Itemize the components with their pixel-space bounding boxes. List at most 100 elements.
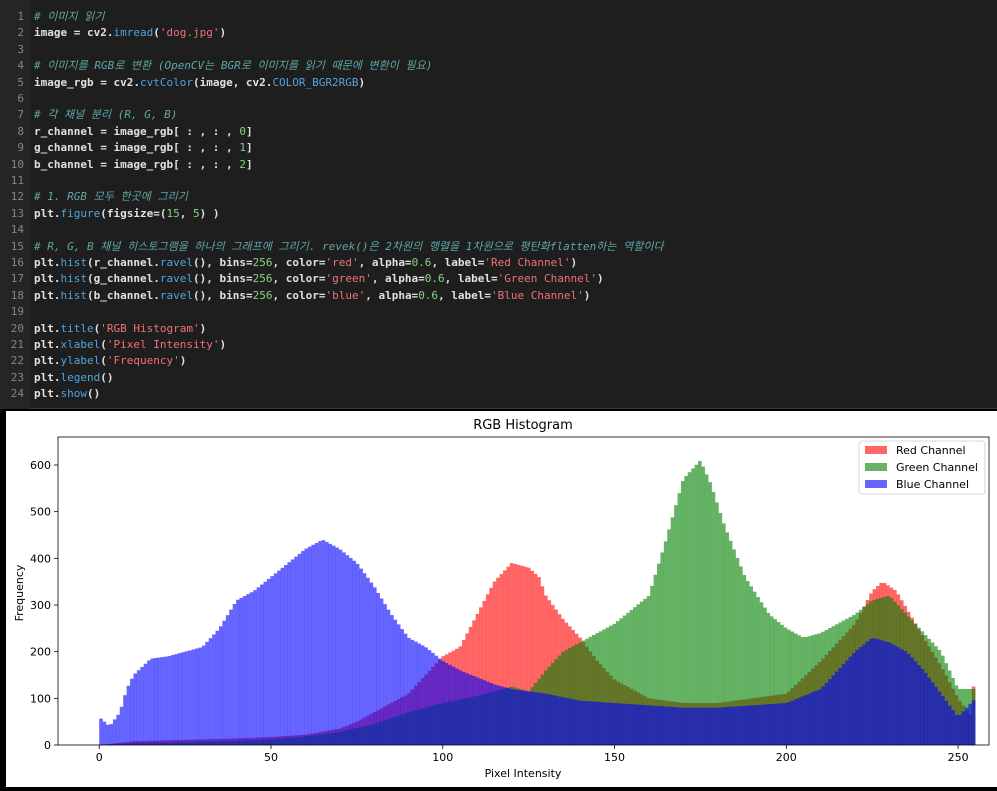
histogram-bar [650, 585, 654, 745]
line-number: 17 [10, 272, 24, 286]
histogram-bar [533, 573, 538, 745]
histogram-bar [930, 682, 935, 745]
line-number: 7 [17, 108, 24, 122]
histogram-bar [670, 517, 675, 745]
code-line: 21 plt.xlabel('Pixel Intensity') [0, 337, 997, 353]
histogram-bar [804, 695, 808, 745]
histogram-bar [479, 607, 483, 745]
histogram-bar [232, 604, 237, 745]
histogram-bar [574, 644, 579, 745]
histogram-bar [489, 683, 493, 745]
code-token: 15 [166, 206, 180, 220]
histogram-bar [687, 707, 692, 745]
histogram-bar [438, 658, 442, 745]
histogram-bar [804, 637, 808, 745]
code-token: xlabel [60, 338, 101, 351]
line-number: 13 [10, 206, 24, 220]
histogram-bar [109, 724, 114, 745]
histogram-bar [379, 598, 384, 745]
code-token: ) [583, 288, 591, 302]
histogram-bar [704, 474, 709, 745]
histogram-bar [294, 556, 298, 745]
code-token: imread [113, 26, 154, 40]
histogram-bar [482, 600, 487, 745]
chart-title: RGB Histogram [473, 418, 573, 433]
x-tick-label: 150 [604, 751, 625, 764]
histogram-bar [225, 615, 230, 745]
histogram-bar [622, 615, 627, 745]
histogram-bar [256, 587, 261, 745]
histogram-bar [684, 707, 688, 745]
histogram-bar [424, 647, 428, 745]
code-cell[interactable]: 1 # 이미지 읽기 2 image = cv2.imread('dog.jpg') 3… [0, 0, 997, 409]
code-token: plt. [34, 354, 61, 368]
histogram-bar [171, 655, 175, 745]
histogram-bar [797, 697, 801, 745]
histogram-bar [701, 466, 706, 745]
histogram-bar [944, 700, 949, 745]
histogram-bar [814, 690, 818, 745]
histogram-bar [646, 705, 651, 745]
histogram-bar [390, 615, 394, 745]
histogram-bar [451, 666, 456, 745]
code-token: 'RGB Histogram' [100, 321, 200, 335]
histogram-bar [526, 567, 531, 745]
histogram-bar [550, 695, 555, 745]
code-token: ) [219, 26, 227, 40]
histogram-bar [496, 685, 500, 745]
histogram-bar [797, 635, 801, 745]
histogram-bar [691, 468, 695, 745]
code-token: , label= [444, 272, 498, 286]
code-token: b_channel = image_rgb[ : , : , [34, 157, 240, 171]
histogram-bar [342, 552, 346, 745]
histogram-bar [242, 595, 247, 745]
code-token: # 각 채널 분리 (R, G, B) [34, 108, 178, 122]
histogram-bar [181, 652, 185, 745]
histogram-bar [461, 671, 466, 745]
histogram-bar [732, 549, 736, 745]
histogram-bar [821, 686, 825, 745]
histogram-bar [581, 640, 586, 745]
y-tick-label: 100 [30, 692, 51, 705]
histogram-bar [499, 686, 504, 745]
histogram-bar [728, 706, 733, 745]
line-number: 5 [17, 75, 24, 89]
histogram-bar [745, 581, 750, 745]
line-number: 19 [10, 305, 24, 319]
histogram-bar [383, 604, 387, 745]
histogram-bar [177, 653, 182, 745]
histogram-bar [270, 576, 274, 745]
histogram-bar [800, 696, 805, 745]
histogram-bar [845, 660, 849, 745]
histogram-bar [396, 624, 401, 745]
histogram-bar [513, 563, 517, 745]
histogram-bar [465, 673, 469, 745]
histogram-bar [698, 707, 702, 745]
histogram-bar [102, 721, 107, 745]
code-line: 20 plt.title('RGB Histogram') [0, 321, 997, 337]
histogram-bar [834, 671, 839, 745]
histogram-bar [106, 724, 110, 745]
y-tick-label: 600 [30, 459, 51, 472]
histogram-bar [735, 706, 740, 745]
histogram-bar [499, 574, 504, 745]
histogram-bar [564, 649, 569, 745]
line-number: 23 [10, 370, 24, 384]
code-line: 15 # R, G, B 채널 히스토그램을 하나의 그래프에 그리기. reve… [0, 239, 997, 255]
histogram-bar [937, 691, 942, 745]
histogram-bar [876, 639, 880, 745]
histogram-bar [598, 631, 603, 745]
code-token: plt. [34, 387, 61, 401]
code-token: image = cv2. [34, 26, 114, 40]
code-line: 3 [0, 42, 997, 58]
histogram-bar [119, 706, 124, 745]
histogram-bar [862, 644, 866, 745]
code-token: 0.6 [424, 272, 445, 286]
chart-legend: Red Channel Green Channel Blue Channel [858, 440, 986, 495]
line-number: 21 [10, 338, 24, 351]
histogram-bar [903, 650, 907, 745]
histogram-bar [869, 638, 873, 745]
histogram-bar [831, 675, 836, 745]
code-line: 18 plt.hist(b_channel.ravel(), bins=256, … [0, 288, 997, 304]
histogram-bar [167, 655, 172, 745]
